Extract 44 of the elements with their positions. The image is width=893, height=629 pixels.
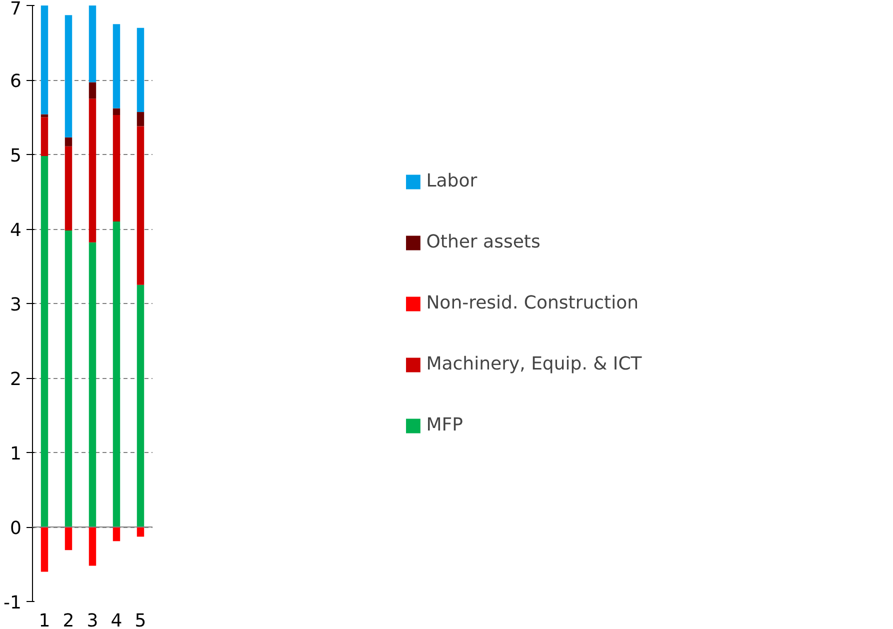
- y-tick-label: -1: [4, 592, 22, 614]
- legend-label: Machinery, Equip. & ICT: [426, 354, 642, 374]
- y-tick-label: 0: [10, 518, 22, 539]
- legend-label: Labor: [426, 170, 478, 192]
- bar: [40, 117, 48, 156]
- bar: [136, 527, 144, 537]
- bar: [40, 156, 48, 527]
- bar: [64, 137, 72, 146]
- x-tick-label: 4: [110, 610, 122, 629]
- legend-label: MFP: [426, 414, 463, 436]
- bar: [112, 527, 120, 542]
- legend-label: Other assets: [426, 232, 540, 252]
- bar: [136, 284, 144, 527]
- y-tick-label: 3: [10, 294, 22, 316]
- bar: [40, 527, 48, 572]
- bar: [40, 6, 48, 114]
- bar: [64, 146, 72, 230]
- y-tick-label: 5: [10, 146, 22, 166]
- bar: [112, 108, 120, 116]
- x-tick-label: 2: [62, 610, 74, 629]
- y-tick-label: 1: [10, 444, 22, 464]
- bar: [112, 222, 120, 527]
- bar: [88, 82, 96, 99]
- y-tick-label: 7: [10, 0, 22, 20]
- bar: [88, 6, 96, 82]
- y-tick-label: 6: [10, 71, 22, 92]
- x-tick-label: 5: [134, 610, 146, 629]
- x-tick-label: 1: [38, 610, 50, 629]
- bar: [64, 527, 72, 550]
- y-tick-label: 2: [10, 369, 22, 390]
- bar: [64, 230, 72, 527]
- bar: [112, 115, 120, 222]
- legend-label: Non-resid. Construction: [426, 292, 639, 314]
- bar: [40, 114, 48, 118]
- bar: [88, 98, 96, 242]
- x-tick-label: 3: [86, 610, 98, 629]
- bar: [112, 24, 120, 108]
- bar: [136, 28, 144, 112]
- bar: [64, 15, 72, 138]
- bar: [136, 112, 144, 126]
- bar: [88, 242, 96, 527]
- bar: [136, 126, 144, 285]
- bar: [88, 527, 96, 566]
- y-tick-label: 4: [10, 220, 22, 241]
